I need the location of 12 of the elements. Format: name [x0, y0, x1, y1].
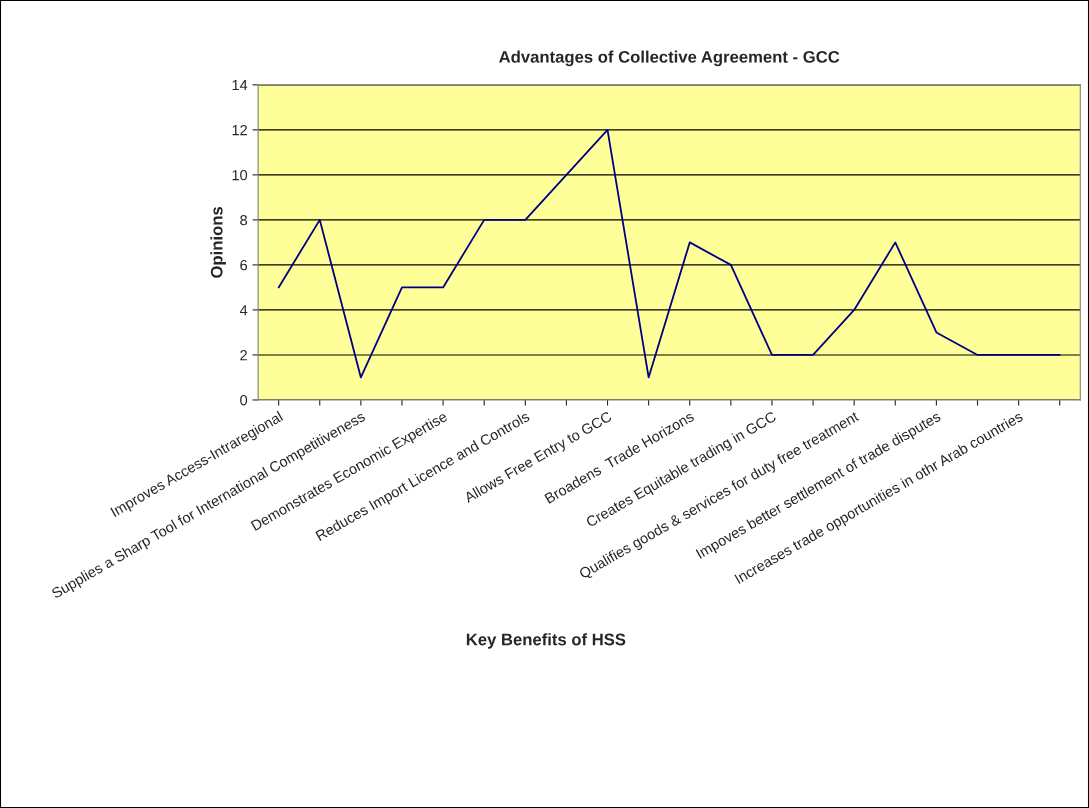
- y-tick-label: 14: [232, 80, 248, 91]
- y-tick-label: 10: [232, 169, 248, 181]
- y-tick-label: 2: [240, 350, 247, 361]
- y-tick-label: 4: [239, 305, 248, 316]
- line-series: [277, 128, 1061, 379]
- chart-title: Advantages of Collective Agreement - GCC: [499, 50, 840, 67]
- y-tick-label: 12: [232, 124, 247, 136]
- x-axis-title: Key Benefits of HSS: [466, 633, 626, 649]
- y-tick-label: 8: [240, 214, 248, 226]
- y-axis-title: Opinions: [210, 206, 226, 278]
- y-tick-label: 0: [240, 395, 248, 406]
- y-tick-label: 6: [240, 260, 248, 271]
